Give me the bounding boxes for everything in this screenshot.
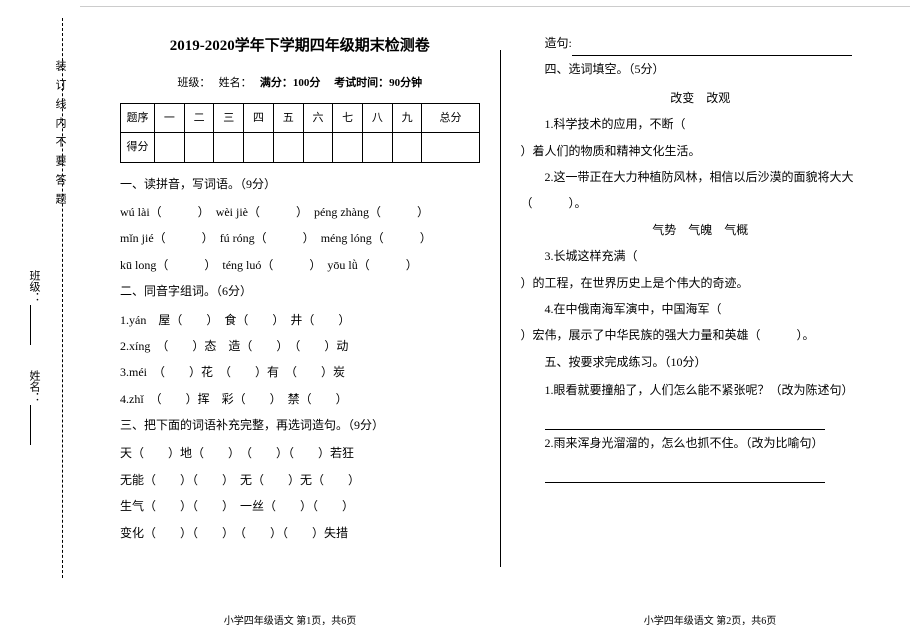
- sentence-label: 造句:: [545, 36, 572, 50]
- q5-answer2: [521, 456, 881, 482]
- sentence-make: 造句:: [521, 30, 881, 56]
- td-blank: [214, 133, 244, 162]
- q2-line4: 4.zhǐ （ ）挥 彩（ ） 禁（ ）: [120, 386, 480, 412]
- td-blank: [184, 133, 214, 162]
- td-blank: [363, 133, 393, 162]
- blank-underline: [572, 42, 852, 56]
- meta-time-label: 考试时间：: [334, 77, 389, 89]
- pinyin-item: méng lóng（ ）: [321, 231, 432, 245]
- q4-l2b: （ ）。: [521, 190, 881, 216]
- q4-title: 四、选词填空。（5分）: [521, 56, 881, 82]
- q4-words2: 气势 气魄 气概: [521, 217, 881, 243]
- q4-l2a: 2.这一带正在大力种植防风林，相信以后沙漠的面貌将大大: [521, 164, 881, 190]
- pinyin-item: wèi jiè（ ）: [216, 205, 302, 219]
- th-1: 一: [155, 104, 185, 133]
- binding-text: 装订线内不要答题: [52, 60, 68, 212]
- footer-left: 小学四年级语文 第1页，共6页: [100, 612, 480, 627]
- exam-title: 2019-2020学年下学期四年级期末检测卷: [120, 30, 480, 63]
- exam-meta: 班级： 姓名： 满分：100分 考试时间：90分钟: [120, 71, 480, 95]
- meta-manfen-label: 满分：: [260, 77, 293, 89]
- q3-line4: 变化（ ）（ ） （ ）（ ）失措: [120, 520, 480, 546]
- q1-title: 一、读拼音，写词语。（9分）: [120, 171, 480, 197]
- gutter-banji-blank: [30, 305, 31, 345]
- q2-line1: 1.yán 屋（ ） 食（ ） 井（ ）: [120, 307, 480, 333]
- q2-line3: 3.méi （ ）花 （ ）有 （ ）炭: [120, 359, 480, 385]
- blank-underline: [545, 416, 825, 430]
- meta-manfen-val: 100分: [293, 77, 321, 89]
- q2-title: 二、同音字组词。（6分）: [120, 278, 480, 304]
- td-blank: [333, 133, 363, 162]
- footer-right: 小学四年级语文 第2页，共6页: [520, 612, 900, 627]
- th-6: 六: [303, 104, 333, 133]
- pinyin-item: mǐn jié（ ）: [120, 231, 208, 245]
- th-9: 九: [392, 104, 422, 133]
- th-4: 四: [244, 104, 274, 133]
- q5-answer1: [521, 403, 881, 429]
- page-content: 2019-2020学年下学期四年级期末检测卷 班级： 姓名： 满分：100分 考…: [100, 20, 900, 617]
- column-right: 造句: 四、选词填空。（5分） 改变 改观 1.科学技术的应用，不断（ ）着人们…: [501, 20, 901, 617]
- q4-l1a: 1.科学技术的应用，不断（: [521, 111, 881, 137]
- q3-title: 三、把下面的词语补充完整，再选词造句。（9分）: [120, 412, 480, 438]
- meta-time-val: 90分钟: [389, 77, 422, 89]
- q2-line2: 2.xíng （ ）态 造（ ） （ ）动: [120, 333, 480, 359]
- pinyin-item: yōu lǜ（ ）: [327, 258, 417, 272]
- column-left: 2019-2020学年下学期四年级期末检测卷 班级： 姓名： 满分：100分 考…: [100, 20, 500, 617]
- gutter-xingming-label: 姓名：: [26, 370, 42, 403]
- th-3: 三: [214, 104, 244, 133]
- meta-xingming: 姓名：: [219, 77, 247, 89]
- score-table: 题序 一 二 三 四 五 六 七 八 九 总分 得分: [120, 103, 480, 162]
- q1-line1: wú lài（ ） wèi jiè（ ） péng zhàng（ ）: [120, 199, 480, 225]
- gutter-xingming-blank: [30, 405, 31, 445]
- gutter-banji-label: 班级：: [26, 270, 42, 303]
- ruler-top: [80, 6, 910, 14]
- q4-l3b: ）的工程，在世界历史上是个伟大的奇迹。: [521, 270, 881, 296]
- binding-gutter: 装订线内不要答题 班级： 姓名：: [0, 0, 80, 600]
- th-5: 五: [273, 104, 303, 133]
- q3-line2: 无能（ ）（ ） 无（ ）无（ ）: [120, 467, 480, 493]
- q4-l4b: ）宏伟，展示了中华民族的强大力量和英雄（ ）。: [521, 322, 881, 348]
- q5-l1: 1.眼看就要撞船了，人们怎么能不紧张呢？（改为陈述句）: [521, 377, 881, 403]
- q3-line3: 生气（ ）（ ） 一丝（ ）（ ）: [120, 493, 480, 519]
- q5-l2: 2.雨来浑身光溜溜的，怎么也抓不住。（改为比喻句）: [521, 430, 881, 456]
- q4-l3a: 3.长城这样充满（: [521, 243, 881, 269]
- pinyin-item: kū long（ ）: [120, 258, 210, 272]
- q3-line1: 天（ ）地（ ） （ ）（ ）若狂: [120, 440, 480, 466]
- td-blank: [155, 133, 185, 162]
- q1-line3: kū long（ ） téng luó（ ） yōu lǜ（ ）: [120, 252, 480, 278]
- meta-banji: 班级：: [177, 77, 205, 89]
- th-seq: 题序: [121, 104, 155, 133]
- th-total: 总分: [422, 104, 479, 133]
- td-blank: [422, 133, 479, 162]
- q1-line2: mǐn jié（ ） fú róng（ ） méng lóng（ ）: [120, 225, 480, 251]
- blank-underline: [545, 469, 825, 483]
- q4-l4a: 4.在中俄南海军演中，中国海军（: [521, 296, 881, 322]
- pinyin-item: wú lài（ ）: [120, 205, 204, 219]
- q4-words1: 改变 改观: [521, 85, 881, 111]
- td-score-label: 得分: [121, 133, 155, 162]
- table-row: 得分: [121, 133, 480, 162]
- table-row: 题序 一 二 三 四 五 六 七 八 九 总分: [121, 104, 480, 133]
- pinyin-item: téng luó（ ）: [222, 258, 315, 272]
- pinyin-item: fú róng（ ）: [220, 231, 309, 245]
- td-blank: [244, 133, 274, 162]
- q5-title: 五、按要求完成练习。（10分）: [521, 349, 881, 375]
- th-7: 七: [333, 104, 363, 133]
- td-blank: [392, 133, 422, 162]
- td-blank: [303, 133, 333, 162]
- th-2: 二: [184, 104, 214, 133]
- pinyin-item: péng zhàng（ ）: [314, 205, 429, 219]
- th-8: 八: [363, 104, 393, 133]
- td-blank: [273, 133, 303, 162]
- q4-l1b: ）着人们的物质和精神文化生活。: [521, 138, 881, 164]
